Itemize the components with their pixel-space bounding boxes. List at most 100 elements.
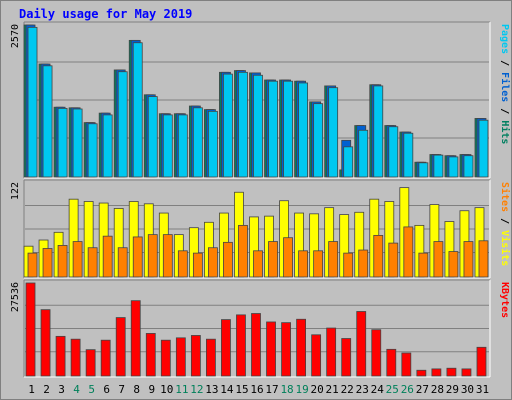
x-tick-label-day-12: 12 — [190, 383, 203, 396]
y-max-label-middle: 122 — [10, 182, 21, 200]
bar-middle-sites-day-10 — [162, 234, 173, 278]
bar-top-pages-day-19 — [298, 82, 308, 178]
bar-middle-sites-day-13 — [208, 247, 218, 278]
bar-middle-sites-day-1 — [27, 252, 38, 278]
bar-top-pages-day-21 — [328, 87, 339, 178]
side-label-part-middle-0: Sites — [499, 182, 511, 212]
bar-bottom-kbytes-day-16 — [251, 313, 261, 377]
bar-bottom-kbytes-day-25 — [386, 348, 397, 377]
bar-top-pages-day-18 — [283, 80, 293, 178]
bar-middle-sites-day-25 — [388, 242, 399, 278]
bar-top-pages-day-2 — [42, 65, 53, 178]
side-label-part-top-3: / — [499, 102, 510, 120]
bar-middle-sites-day-23 — [358, 249, 369, 278]
bar-middle-sites-day-30 — [463, 241, 474, 278]
bar-middle-sites-day-18 — [283, 237, 293, 278]
side-label-bottom: KBytes — [499, 282, 510, 318]
bar-bottom-kbytes-day-19 — [296, 318, 306, 377]
side-label-part-middle-1: / — [499, 212, 510, 230]
bar-bottom-kbytes-day-12 — [190, 335, 201, 377]
x-tick-label-day-31: 31 — [476, 383, 489, 396]
bar-middle-sites-day-21 — [328, 241, 339, 278]
bar-bottom-kbytes-day-27 — [416, 369, 427, 377]
side-label-part-top-1: / — [499, 54, 510, 72]
x-tick-label-day-13: 13 — [205, 383, 218, 396]
bar-bottom-kbytes-day-2 — [40, 309, 51, 377]
x-tick-label-day-15: 15 — [235, 383, 248, 396]
bar-bottom-kbytes-day-9 — [145, 333, 156, 377]
bar-top-pages-day-22 — [343, 146, 354, 178]
bar-middle-sites-day-19 — [298, 250, 308, 278]
panels-layer: 2570 Pages / Files / Hits 122 Sites / Visit… — [10, 21, 511, 378]
bar-bottom-kbytes-day-4 — [70, 338, 81, 377]
bar-top-pages-day-20 — [313, 103, 324, 178]
x-tick-label-day-8: 8 — [133, 383, 140, 396]
x-tick-label-day-2: 2 — [43, 383, 50, 396]
chart-title: Daily usage for May 2019 — [19, 7, 193, 21]
bar-middle-sites-day-5 — [87, 247, 98, 278]
bar-middle-sites-day-28 — [433, 241, 444, 278]
x-tick-label-day-19: 19 — [295, 383, 308, 396]
bar-bottom-kbytes-day-10 — [160, 339, 171, 377]
bar-top-pages-day-1 — [27, 26, 38, 178]
x-tick-label-day-23: 23 — [356, 383, 369, 396]
bar-middle-sites-day-3 — [57, 245, 68, 278]
bar-top-pages-day-11 — [177, 114, 188, 178]
bar-middle-sites-day-6 — [102, 235, 113, 278]
x-tick-label-day-3: 3 — [58, 383, 65, 396]
bar-middle-sites-day-15 — [238, 224, 248, 278]
x-tick-label-day-29: 29 — [446, 383, 459, 396]
x-tick-label-day-17: 17 — [265, 383, 278, 396]
bar-top-pages-day-25 — [388, 126, 399, 178]
bar-bottom-kbytes-day-5 — [85, 349, 96, 377]
x-tick-label-day-6: 6 — [103, 383, 110, 396]
bar-bottom-kbytes-day-24 — [371, 329, 382, 377]
bar-top-pages-day-23 — [358, 129, 369, 178]
bar-bottom-kbytes-day-23 — [356, 311, 367, 377]
bar-middle-sites-day-20 — [313, 250, 324, 278]
x-tick-label-day-26: 26 — [401, 383, 414, 396]
bar-bottom-kbytes-day-7 — [115, 317, 126, 377]
x-tick-label-day-9: 9 — [148, 383, 155, 396]
x-tick-label-day-5: 5 — [88, 383, 95, 396]
side-label-top: Pages / Files / Hits — [499, 24, 511, 144]
bar-top-pages-day-10 — [162, 114, 173, 178]
x-tick-label-day-24: 24 — [371, 383, 385, 396]
side-label-part-top-4: Hits — [499, 120, 511, 144]
bar-bottom-kbytes-day-6 — [100, 339, 111, 377]
bar-bottom-kbytes-day-14 — [221, 319, 231, 377]
bar-top-pages-day-8 — [132, 42, 143, 178]
panel-top: 2570 Pages / Files / Hits — [10, 21, 511, 179]
bar-bottom-kbytes-day-28 — [431, 368, 442, 377]
side-label-part-top-0: Pages — [499, 24, 510, 54]
bar-middle-sites-day-2 — [42, 248, 53, 278]
bar-top-pages-day-16 — [253, 74, 263, 178]
bar-top-pages-day-31 — [478, 119, 489, 178]
x-tick-label-day-18: 18 — [280, 383, 293, 396]
bar-top-pages-day-15 — [238, 71, 248, 178]
panel-bottom: 27536 KBytes — [10, 279, 510, 378]
bar-top-pages-day-12 — [192, 107, 203, 178]
bar-middle-sites-day-11 — [177, 250, 188, 278]
bar-top-pages-day-14 — [223, 73, 233, 178]
bar-middle-sites-day-8 — [132, 236, 143, 278]
side-label-part-middle-2: Visits — [499, 230, 511, 266]
bar-bottom-kbytes-day-26 — [401, 352, 412, 377]
bar-bottom-kbytes-day-29 — [446, 367, 457, 377]
bar-bottom-kbytes-day-31 — [476, 346, 487, 377]
x-tick-label-day-25: 25 — [386, 383, 399, 396]
bar-top-pages-day-7 — [117, 71, 128, 178]
bar-top-pages-day-28 — [433, 154, 444, 178]
bar-middle-sites-day-17 — [268, 241, 278, 278]
bar-top-pages-day-6 — [102, 114, 113, 178]
bar-top-pages-day-17 — [268, 80, 278, 178]
bar-middle-sites-day-12 — [192, 252, 203, 278]
bar-middle-sites-day-24 — [373, 234, 384, 278]
bar-top-pages-day-3 — [57, 107, 68, 178]
x-tick-label-day-27: 27 — [416, 383, 429, 396]
bar-bottom-kbytes-day-15 — [236, 314, 246, 377]
bar-bottom-kbytes-day-13 — [206, 338, 216, 377]
bar-middle-sites-day-26 — [403, 226, 414, 278]
bar-top-pages-day-26 — [403, 132, 414, 178]
